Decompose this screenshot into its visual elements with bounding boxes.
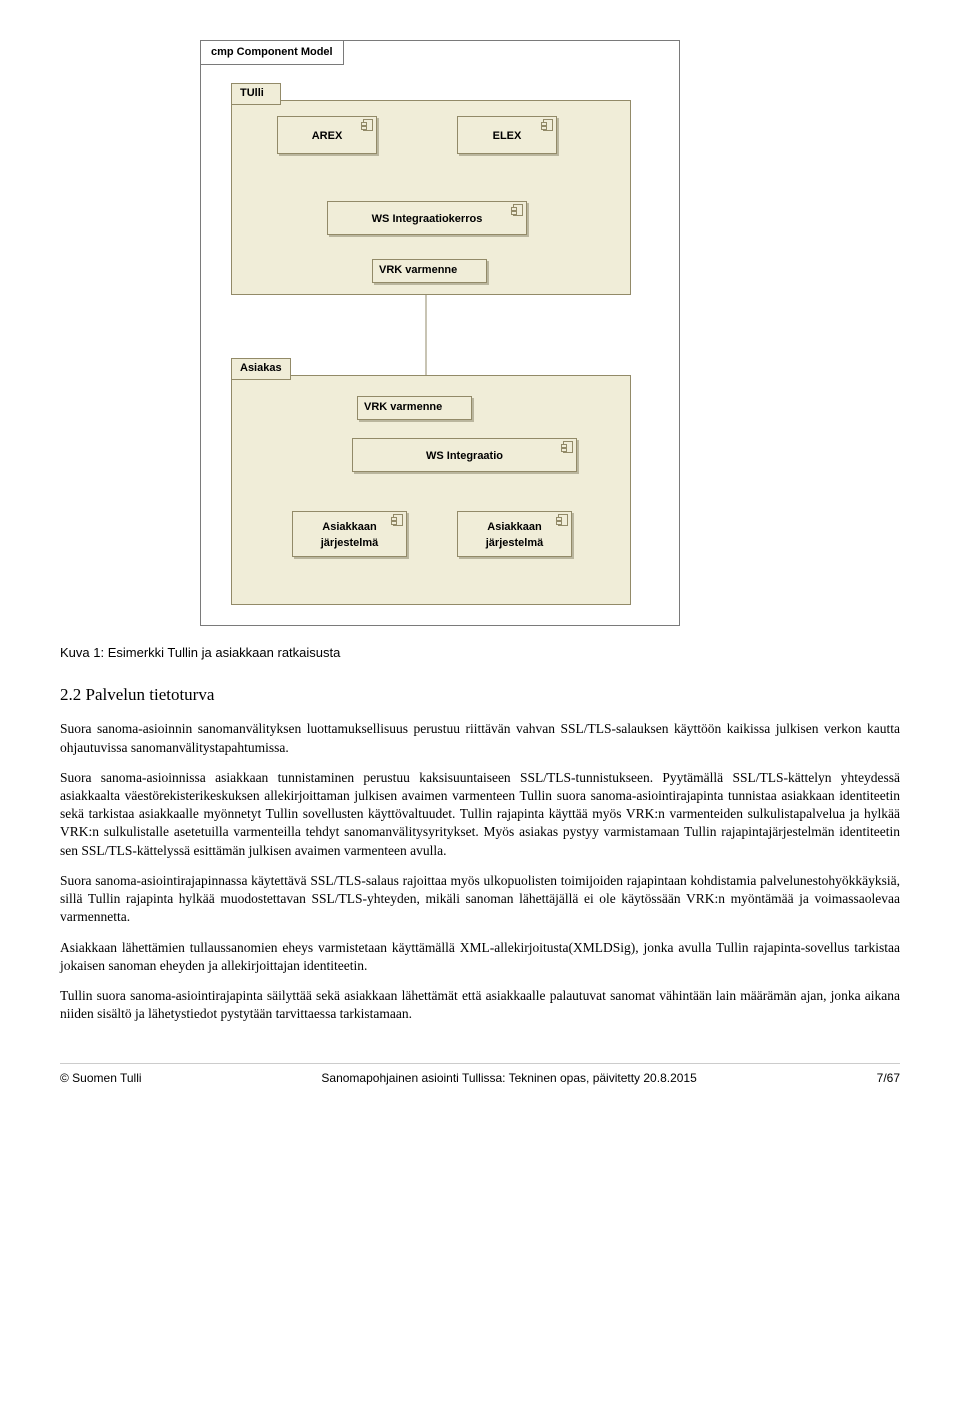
node-vrk-varmenne-1: VRK varmenne: [372, 259, 487, 283]
component-ws-integraatiokerros: WS Integraatiokerros: [327, 201, 527, 235]
node-vrk1-label: VRK varmenne: [373, 261, 463, 279]
component-aj2-label: Asiakkaan järjestelmä: [458, 512, 571, 555]
component-asiakkaan-jarjestelma-1: Asiakkaan järjestelmä: [292, 511, 407, 557]
section-title: Palvelun tietoturva: [86, 685, 215, 704]
paragraph: Asiakkaan lähettämien tullaussanomien eh…: [60, 939, 900, 975]
paragraph: Suora sanoma-asioinnin sanomanvälityksen…: [60, 720, 900, 756]
package-tulli: TUlli AREX ELEX WS Integraatiokerros VRK…: [231, 100, 631, 295]
paragraph: Suora sanoma-asiointirajapinnassa käytet…: [60, 872, 900, 927]
paragraph: Suora sanoma-asioinnissa asiakkaan tunni…: [60, 769, 900, 860]
component-elex: ELEX: [457, 116, 557, 154]
package-tulli-label: TUlli: [231, 83, 281, 104]
component-wsik-label: WS Integraatiokerros: [328, 202, 526, 236]
package-asiakas: Asiakas VRK varmenne WS Integraatio Asia…: [231, 375, 631, 605]
section-heading: 2.2 Palvelun tietoturva: [60, 683, 900, 707]
package-asiakas-label: Asiakas: [231, 358, 291, 379]
component-arex: AREX: [277, 116, 377, 154]
page-footer: © Suomen Tulli Sanomapohjainen asiointi …: [60, 1063, 900, 1087]
component-icon: [558, 514, 568, 526]
component-diagram: cmp Component Model TUlli AREX: [200, 40, 680, 626]
footer-center: Sanomapohjainen asiointi Tullissa: Tekni…: [142, 1070, 877, 1087]
paragraph: Tullin suora sanoma-asiointirajapinta sä…: [60, 987, 900, 1023]
component-asiakkaan-jarjestelma-2: Asiakkaan järjestelmä: [457, 511, 572, 557]
component-icon: [513, 204, 523, 216]
node-vrk-varmenne-2: VRK varmenne: [357, 396, 472, 420]
component-aj1-label: Asiakkaan järjestelmä: [293, 512, 406, 555]
section-number: 2.2: [60, 685, 81, 704]
footer-left: © Suomen Tulli: [60, 1070, 142, 1087]
component-icon: [543, 119, 553, 131]
component-ws-integraatio: WS Integraatio: [352, 438, 577, 472]
node-vrk2-label: VRK varmenne: [358, 398, 448, 416]
diagram-title: cmp Component Model: [201, 41, 344, 65]
component-icon: [393, 514, 403, 526]
component-wsi-label: WS Integraatio: [353, 439, 576, 473]
component-icon: [563, 441, 573, 453]
footer-right: 7/67: [877, 1070, 900, 1087]
figure-caption: Kuva 1: Esimerkki Tullin ja asiakkaan ra…: [60, 644, 900, 662]
component-icon: [363, 119, 373, 131]
